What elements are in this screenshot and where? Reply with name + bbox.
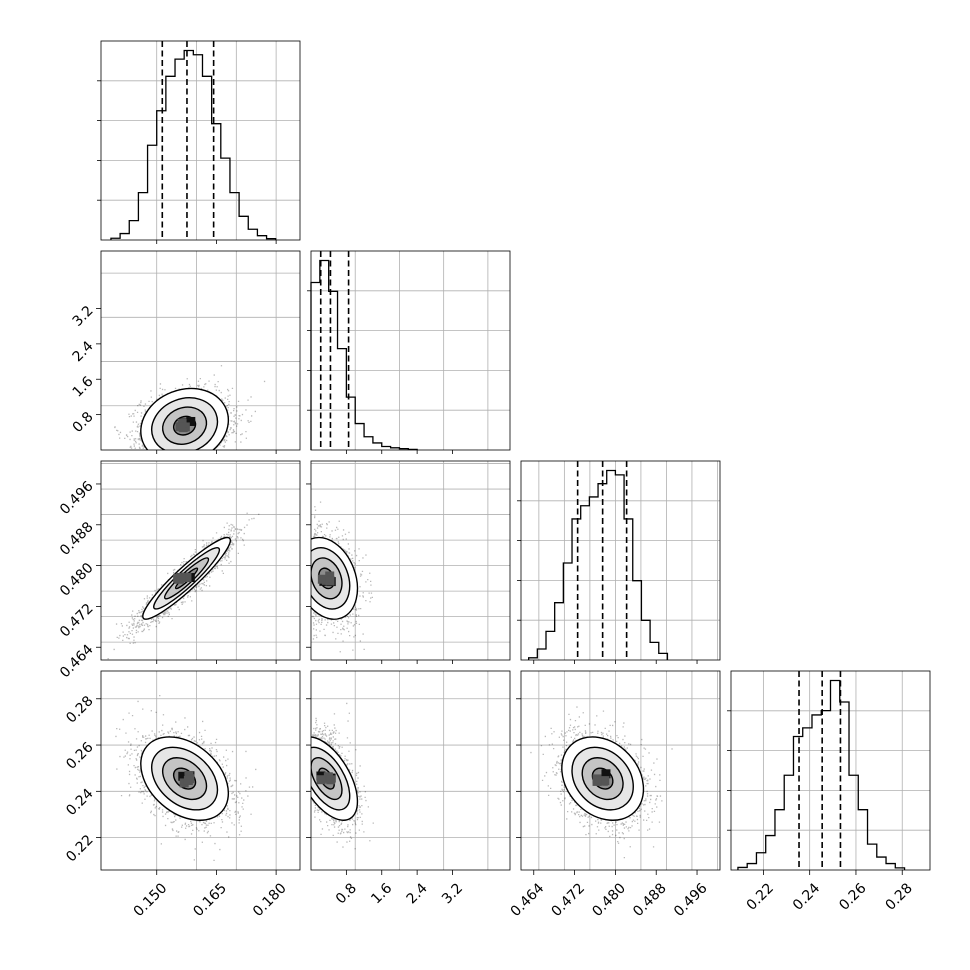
yaxis-3-label-0: 0.22 xyxy=(63,832,96,865)
xaxis-3-label-3: 0.28 xyxy=(882,880,915,913)
pair-3-1-peak-5 xyxy=(316,775,326,785)
yaxis-1-label-0: 0.8 xyxy=(70,409,97,436)
xaxis-1-label-1: 1.6 xyxy=(368,880,395,907)
yaxis-2-label-2: 0.480 xyxy=(57,560,97,600)
pair-1-0-peak-5 xyxy=(175,422,185,432)
pair-1-0-frame xyxy=(100,250,301,451)
pair-2-1-peak-4 xyxy=(317,574,327,584)
pair-2-1-frame xyxy=(310,460,511,661)
pair-3-2-peak-3 xyxy=(600,776,610,786)
pair-1-0-peak-0 xyxy=(186,416,196,426)
hist-0-steps xyxy=(110,49,277,240)
xaxis-2-label-0: 0.464 xyxy=(508,880,548,920)
yaxis-3-label-3: 0.28 xyxy=(63,693,96,726)
hist-panel-3 xyxy=(727,670,931,871)
yaxis-1-label-3: 3.2 xyxy=(70,303,97,330)
pair-panel-2-0 xyxy=(100,460,301,661)
xaxis-2-label-3: 0.488 xyxy=(630,880,670,920)
pair-3-1-frame xyxy=(310,670,511,871)
pair-2-0-frame xyxy=(100,460,301,661)
pair-panel-3-2 xyxy=(520,670,721,871)
pair-panel-3-1 xyxy=(310,670,511,871)
pair-3-0-peak-5 xyxy=(183,775,193,785)
pair-3-2-frame xyxy=(520,670,721,871)
yaxis-1-label-1: 1.6 xyxy=(70,374,97,401)
pair-panel-3-0 xyxy=(100,670,301,871)
hist-1-steps xyxy=(310,259,418,450)
yaxis-2-label-0: 0.464 xyxy=(57,642,97,682)
hist-panel-2 xyxy=(517,460,721,661)
yaxis-3-label-1: 0.24 xyxy=(63,786,96,819)
xaxis-3-label-1: 0.24 xyxy=(790,880,823,913)
yaxis-2-label-1: 0.472 xyxy=(57,601,97,641)
pair-2-0-peak-3 xyxy=(182,572,192,582)
xaxis-2-label-4: 0.496 xyxy=(671,880,711,920)
hist-2-steps xyxy=(528,469,669,660)
hist-3-frame xyxy=(730,670,931,871)
hist-0-frame xyxy=(100,40,301,241)
pair-3-0-peak-1 xyxy=(178,771,188,781)
pair-3-2-peak-5 xyxy=(592,776,602,786)
xaxis-2-label-1: 0.472 xyxy=(549,880,589,920)
xaxis-2-label-2: 0.480 xyxy=(589,880,629,920)
xaxis-3-label-2: 0.26 xyxy=(836,880,869,913)
pair-3-2-peak-0 xyxy=(601,769,611,779)
pair-panel-1-0 xyxy=(100,250,301,451)
hist-3-steps xyxy=(737,679,906,870)
hist-1-frame xyxy=(310,250,511,451)
pair-3-1-peak-4 xyxy=(326,775,336,785)
yaxis-2-label-3: 0.488 xyxy=(57,519,97,559)
hist-panel-0 xyxy=(97,40,301,241)
yaxis-1-label-2: 2.4 xyxy=(70,338,97,365)
pair-2-1-peak-5 xyxy=(325,576,335,586)
yaxis-2-label-4: 0.496 xyxy=(57,478,97,518)
xaxis-0-label-0: 0.150 xyxy=(131,880,171,920)
xaxis-1-label-2: 2.4 xyxy=(404,880,431,907)
pair-2-0-peak-5 xyxy=(176,572,186,582)
hist-2-frame xyxy=(520,460,721,661)
xaxis-1-label-3: 3.2 xyxy=(439,880,466,907)
xaxis-0-label-1: 0.165 xyxy=(190,880,230,920)
xaxis-3-label-0: 0.22 xyxy=(744,880,777,913)
xaxis-0-label-2: 0.180 xyxy=(250,880,290,920)
pair-3-0-frame xyxy=(100,670,301,871)
hist-panel-1 xyxy=(307,250,511,451)
pair-panel-2-1 xyxy=(310,460,511,661)
xaxis-1-label-0: 0.8 xyxy=(333,880,360,907)
yaxis-3-label-2: 0.26 xyxy=(63,739,96,772)
